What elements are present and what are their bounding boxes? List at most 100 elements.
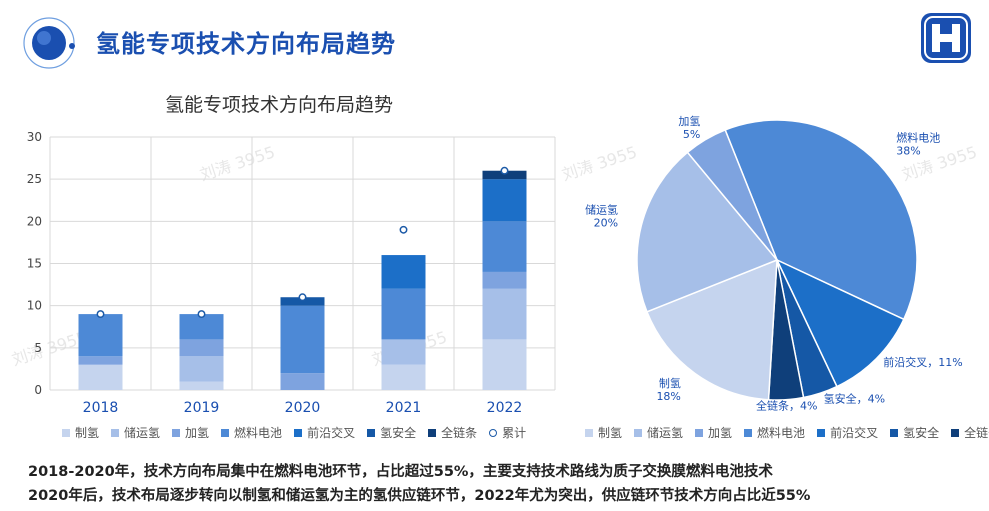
legend-item: 氢安全 [890, 424, 939, 441]
bar-chart-title: 氢能专项技术方向布局趋势 [165, 94, 394, 116]
note-line-1: 2018-2020年，技术方向布局集中在燃料电池环节，占比超过55%，主要支持技… [28, 464, 773, 480]
header-circle-logo [23, 17, 75, 69]
legend-item: 制氢 [585, 424, 622, 441]
legend-item: 累计 [489, 424, 526, 441]
y-tick-label: 0 [34, 383, 42, 397]
legend-item: 氢安全 [367, 424, 416, 441]
pie-data-label: 氢安全，4% [824, 392, 885, 406]
legend-item: 储运氢 [111, 424, 160, 441]
pie-data-label: 制氢 18% [656, 376, 680, 403]
legend-item: 全链条 [951, 424, 989, 441]
legend-swatch [111, 428, 120, 437]
x-tick-label: 2022 [487, 400, 523, 416]
legend-item: 制氢 [62, 424, 99, 441]
legend-swatch [172, 428, 181, 437]
cumulative-point [500, 166, 509, 175]
x-tick-label: 2020 [285, 400, 321, 416]
bar-segment [179, 381, 224, 390]
note-line-2: 2020年后，技术布局逐步转向以制氢和储运氢为主的氢供应链环节，2022年尤为突… [28, 488, 811, 504]
legend-item: 全链条 [428, 424, 477, 441]
legend-swatch [817, 428, 826, 437]
x-tick-label: 2019 [184, 400, 220, 416]
bar-segment [381, 364, 426, 390]
bar-segment [381, 339, 426, 365]
pie-data-label: 储运氢 20% [585, 203, 618, 230]
y-tick-label: 20 [27, 214, 42, 228]
cumulative-point [96, 310, 105, 319]
legend-swatch [890, 428, 899, 437]
legend-swatch [367, 428, 376, 437]
legend-swatch [489, 428, 498, 437]
legend-swatch [695, 428, 704, 437]
legend-item: 加氢 [172, 424, 209, 441]
bar-segment [179, 314, 224, 340]
bar-segment [78, 356, 123, 365]
pie-slice [645, 258, 778, 401]
bar-segment [482, 221, 527, 272]
pie-slice [724, 119, 918, 321]
legend-label: 氢安全 [380, 426, 417, 440]
legend-swatch [428, 428, 437, 437]
legend-label: 储运氢 [647, 426, 684, 440]
legend-swatch [62, 428, 70, 437]
y-tick-label: 15 [27, 257, 42, 271]
legend-swatch [585, 428, 593, 437]
bar-segment [78, 364, 123, 390]
x-tick-label: 2021 [386, 400, 422, 416]
pie-data-label: 全链条，4% [756, 399, 817, 413]
legend-swatch [294, 428, 303, 437]
pie-slice [636, 151, 779, 313]
bar-segment [78, 314, 123, 357]
bar-segment [381, 288, 426, 340]
legend-label: 燃料电池 [757, 426, 806, 440]
legend-label: 燃料电池 [234, 426, 283, 440]
brand-h-logo [921, 13, 971, 63]
legend-label: 全链条 [964, 426, 989, 440]
legend-swatch [744, 428, 753, 437]
y-tick-label: 5 [34, 341, 42, 355]
page-title: 氢能专项技术方向布局趋势 [96, 30, 396, 58]
legend-label: 加氢 [185, 426, 210, 440]
legend-swatch [221, 428, 230, 437]
legend-label: 氢安全 [903, 426, 940, 440]
legend-label: 全链条 [441, 426, 478, 440]
bar-segment [280, 373, 325, 390]
pie-data-label: 燃料电池 38% [896, 130, 940, 157]
bar-segment [482, 170, 527, 180]
bar-legend: 制氢 储运氢 加氢 燃料电池 前沿交叉 氢安全 全链条 累计 [62, 424, 538, 441]
legend-item: 加氢 [695, 424, 732, 441]
legend-swatch [951, 428, 960, 437]
legend-item: 储运氢 [634, 424, 683, 441]
cumulative-point [399, 225, 408, 234]
bar-segment [280, 305, 325, 374]
pie-slice [686, 128, 778, 261]
legend-item: 前沿交叉 [294, 424, 355, 441]
legend-swatch [634, 428, 643, 437]
cumulative-point [197, 310, 206, 319]
bar-segment [381, 255, 426, 289]
legend-label: 加氢 [708, 426, 733, 440]
bar-segment [179, 356, 224, 382]
pie-data-label: 加氢 5% [678, 114, 700, 141]
y-tick-label: 30 [27, 130, 42, 144]
bar-segment [482, 339, 527, 390]
legend-item: 前沿交叉 [817, 424, 878, 441]
bar-segment [280, 297, 325, 306]
x-tick-label: 2018 [83, 400, 119, 416]
legend-item: 燃料电池 [744, 424, 805, 441]
pie-slice [775, 258, 905, 388]
stacked-bar-chart: 0 5 10 15 20 25 30 2018 2019 2020 2021 2022 [27, 130, 556, 416]
bar-segment [482, 271, 527, 289]
bar-segment [482, 288, 527, 340]
y-tick-label: 10 [27, 299, 42, 313]
legend-label: 制氢 [75, 426, 100, 440]
pie-data-label: 前沿交叉，11% [883, 355, 962, 369]
cumulative-point [298, 293, 307, 302]
legend-label: 储运氢 [124, 426, 161, 440]
legend-label: 前沿交叉 [830, 426, 879, 440]
notes: 2018-2020年，技术方向布局集中在燃料电池环节，占比超过55%，主要支持技… [28, 460, 810, 508]
pie-chart: 燃料电池 38% 前沿交叉，11% 氢安全，4% 全链条，4% 制氢 18% 储运氢 20% 加氢… [585, 114, 963, 413]
legend-label: 制氢 [598, 426, 623, 440]
legend-label: 累计 [502, 426, 527, 440]
bar-segment [179, 339, 224, 357]
